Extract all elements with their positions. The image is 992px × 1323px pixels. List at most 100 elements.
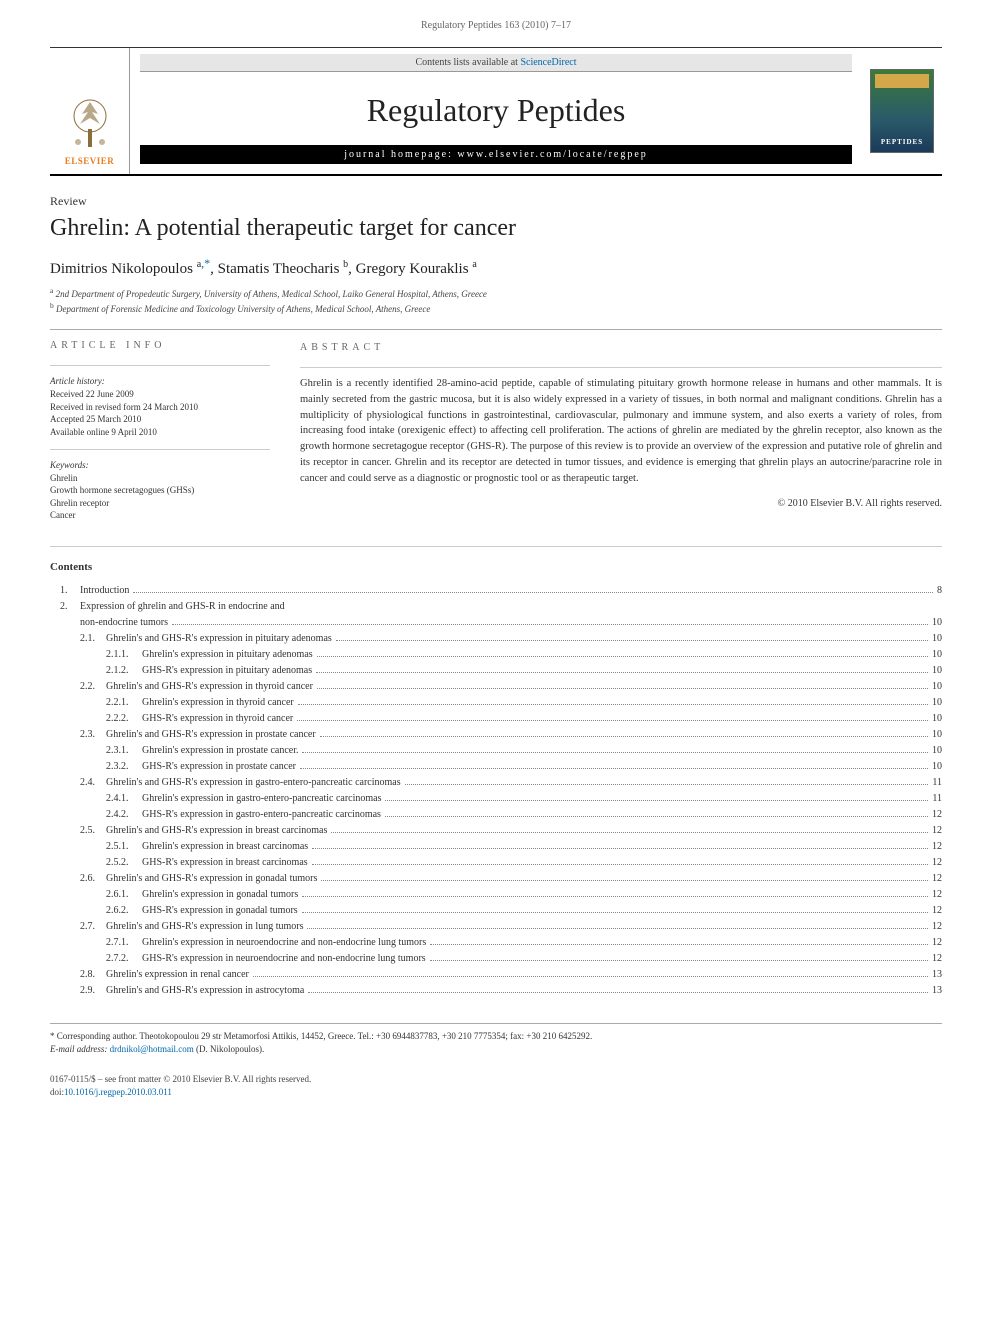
toc-row[interactable]: 2.3.2.GHS-R's expression in prostate can… [50,759,942,775]
toc-row[interactable]: 2.6.2.GHS-R's expression in gonadal tumo… [50,903,942,919]
toc-label: Ghrelin's expression in renal cancer [106,967,249,983]
journal-cover-block: PEPTIDES [862,48,942,174]
corr-text: Corresponding author. Theotokopoulou 29 … [57,1031,592,1041]
toc-row[interactable]: 2.7.2.GHS-R's expression in neuroendocri… [50,951,942,967]
toc-num: 2.8. [50,967,106,983]
toc-num: 2.9. [50,983,106,999]
toc-row[interactable]: 2.4.2.GHS-R's expression in gastro-enter… [50,807,942,823]
toc-leader-dots [331,832,928,833]
toc-label: GHS-R's expression in gonadal tumors [142,903,298,919]
toc-label: Ghrelin's expression in breast carcinoma… [142,839,308,855]
toc-page: 12 [932,839,942,855]
toc-label: Ghrelin's and GHS-R's expression in thyr… [106,679,313,695]
sciencedirect-link[interactable]: ScienceDirect [520,57,576,68]
toc-label: Expression of ghrelin and GHS-R in endoc… [80,599,285,615]
elsevier-label: ELSEVIER [65,156,115,166]
toc-label: Ghrelin's and GHS-R's expression in brea… [106,823,327,839]
toc-num: 2.3.2. [50,759,142,775]
toc-page: 10 [932,647,942,663]
toc-row[interactable]: 2.1.1.Ghrelin's expression in pituitary … [50,647,942,663]
toc-leader-dots [302,912,928,913]
corresponding-footnote: * Corresponding author. Theotokopoulou 2… [50,1030,942,1043]
corresponding-mark-icon: ,* [201,256,210,270]
toc-label: Ghrelin's and GHS-R's expression in gona… [106,871,317,887]
toc-row[interactable]: 2.3.Ghrelin's and GHS-R's expression in … [50,727,942,743]
toc-label: Ghrelin's expression in gastro-entero-pa… [142,791,381,807]
toc-row[interactable]: 2.2.Ghrelin's and GHS-R's expression in … [50,679,942,695]
toc-row[interactable]: 2.9.Ghrelin's and GHS-R's expression in … [50,983,942,999]
journal-title: Regulatory Peptides [367,92,626,129]
author-affil-mark: b [343,259,348,270]
toc-row[interactable]: 1.Introduction8 [50,583,942,599]
toc-page: 12 [932,807,942,823]
toc-row[interactable]: non-endocrine tumors10 [50,615,942,631]
author-affil-mark: a [472,259,476,270]
keywords-label: Keywords: [50,460,270,470]
toc-leader-dots [405,784,929,785]
toc-leader-dots [308,992,928,993]
affiliation-line: b Department of Forensic Medicine and To… [50,301,942,316]
toc-row[interactable]: 2.6.Ghrelin's and GHS-R's expression in … [50,871,942,887]
toc-row[interactable]: 2.1.2.GHS-R's expression in pituitary ad… [50,663,942,679]
toc-num: 2.7. [50,919,106,935]
toc-row[interactable]: 2.7.1.Ghrelin's expression in neuroendoc… [50,935,942,951]
toc-page: 10 [932,759,942,775]
toc-num: 2.4.1. [50,791,142,807]
toc-page: 10 [932,695,942,711]
toc-leader-dots [317,688,928,689]
toc-page: 12 [932,855,942,871]
toc-leader-dots [297,720,928,721]
toc-label: Ghrelin's and GHS-R's expression in pitu… [106,631,332,647]
affiliations: a 2nd Department of Propedeutic Surgery,… [50,286,942,315]
keyword: Growth hormone secretagogues (GHSs) [50,484,270,497]
toc-row[interactable]: 2.5.1.Ghrelin's expression in breast car… [50,839,942,855]
toc-page: 12 [932,951,942,967]
meta-row: ARTICLE INFO Article history: Received 2… [50,329,942,522]
toc-row[interactable]: 2.4.Ghrelin's and GHS-R's expression in … [50,775,942,791]
toc-row[interactable]: 2.1.Ghrelin's and GHS-R's expression in … [50,631,942,647]
toc-row[interactable]: 2.2.2.GHS-R's expression in thyroid canc… [50,711,942,727]
journal-homepage: journal homepage: www.elsevier.com/locat… [140,145,852,164]
toc-leader-dots [385,800,928,801]
toc-row[interactable]: 2.8.Ghrelin's expression in renal cancer… [50,967,942,983]
abstract-copyright: © 2010 Elsevier B.V. All rights reserved… [300,496,942,511]
doi-label: doi: [50,1087,64,1097]
toc-page: 13 [932,967,942,983]
toc-num: 2.3.1. [50,743,142,759]
affiliation-mark: a [50,286,53,295]
doi-link[interactable]: 10.1016/j.regpep.2010.03.011 [64,1087,172,1097]
history-line: Available online 9 April 2010 [50,426,270,439]
toc-page: 12 [932,919,942,935]
toc-row[interactable]: 2.5.Ghrelin's and GHS-R's expression in … [50,823,942,839]
toc-num: 2.7.1. [50,935,142,951]
keyword: Ghrelin receptor [50,497,270,510]
toc-num: 2.7.2. [50,951,142,967]
toc-row[interactable]: 2.2.1.Ghrelin's expression in thyroid ca… [50,695,942,711]
toc-row[interactable]: 2.7.Ghrelin's and GHS-R's expression in … [50,919,942,935]
toc-num: 2.5. [50,823,106,839]
toc-page: 10 [932,679,942,695]
keyword: Ghrelin [50,472,270,485]
toc-num: 2.6.1. [50,887,142,903]
affiliation-line: a 2nd Department of Propedeutic Surgery,… [50,286,942,301]
affiliation-mark: b [50,301,54,310]
history-line: Received in revised form 24 March 2010 [50,401,270,414]
toc-row[interactable]: 2.3.1.Ghrelin's expression in prostate c… [50,743,942,759]
toc-leader-dots [302,752,928,753]
email-link[interactable]: drdnikol@hotmail.com [110,1044,194,1054]
contents-section: Contents 1.Introduction82.Expression of … [50,561,942,999]
toc-page: 11 [932,775,942,791]
abstract-text: Ghrelin is a recently identified 28-amin… [300,376,942,486]
toc-leader-dots [430,944,928,945]
toc-label: Ghrelin's and GHS-R's expression in gast… [106,775,401,791]
toc-row[interactable]: 2.6.1.Ghrelin's expression in gonadal tu… [50,887,942,903]
toc-page: 11 [932,791,942,807]
article-title: Ghrelin: A potential therapeutic target … [50,215,942,242]
toc-num: 2.4. [50,775,106,791]
toc-row[interactable]: 2.Expression of ghrelin and GHS-R in end… [50,599,942,615]
toc-row[interactable]: 2.4.1.Ghrelin's expression in gastro-ent… [50,791,942,807]
authors-line: Dimitrios Nikolopoulos a,*, Stamatis The… [50,256,942,278]
toc-num: 2.5.1. [50,839,142,855]
footer-doi-line: doi:10.1016/j.regpep.2010.03.011 [50,1086,942,1099]
toc-row[interactable]: 2.5.2.GHS-R's expression in breast carci… [50,855,942,871]
